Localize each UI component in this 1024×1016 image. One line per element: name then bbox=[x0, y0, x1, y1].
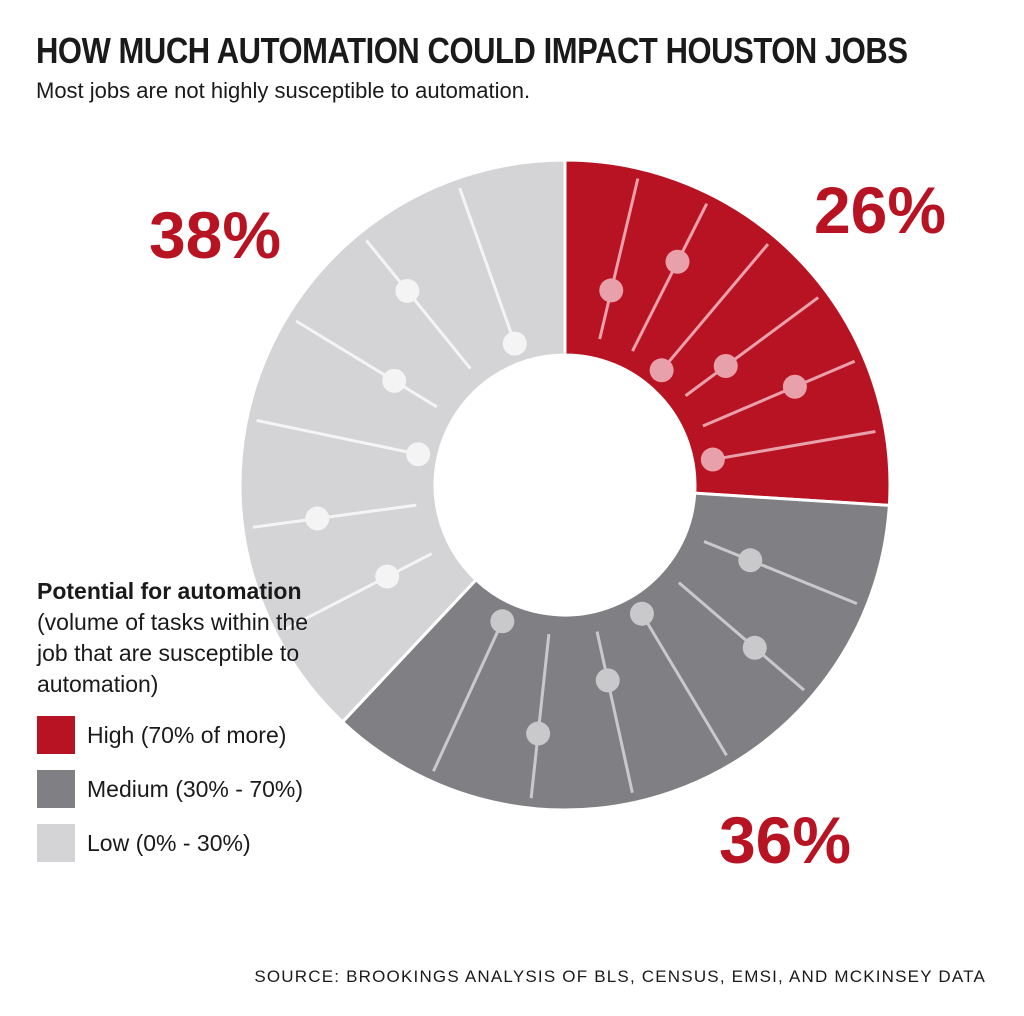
data-label-medium: 36% bbox=[719, 803, 851, 877]
data-label-low: 38% bbox=[149, 198, 281, 272]
legend-swatch-low bbox=[37, 824, 75, 862]
donut-slice-high bbox=[563, 158, 892, 507]
circuit-pattern-high bbox=[598, 178, 876, 472]
legend-item-low: Low (0% - 30%) bbox=[37, 824, 337, 862]
donut-slice-medium bbox=[340, 491, 891, 812]
legend: Potential for automation (volume of task… bbox=[37, 576, 337, 862]
legend-label-high: High (70% of more) bbox=[87, 721, 287, 748]
chart-subtitle: Most jobs are not highly susceptible to … bbox=[36, 78, 531, 103]
circuit-pattern-low bbox=[252, 187, 527, 631]
legend-item-high: High (70% of more) bbox=[37, 716, 337, 754]
legend-title: Potential for automation bbox=[37, 578, 302, 604]
legend-description: (volume of tasks within the job that are… bbox=[37, 609, 309, 697]
legend-label-low: Low (0% - 30%) bbox=[87, 829, 251, 856]
donut-slice-low bbox=[238, 158, 567, 725]
legend-swatch-high bbox=[37, 716, 75, 754]
data-label-high: 26% bbox=[814, 173, 946, 247]
circuit-pattern-medium bbox=[432, 540, 858, 799]
chart-title: HOW MUCH AUTOMATION COULD IMPACT HOUSTON… bbox=[36, 30, 908, 71]
source-note: SOURCE: BROOKINGS ANALYSIS OF BLS, CENSU… bbox=[254, 967, 986, 986]
legend-item-medium: Medium (30% - 70%) bbox=[37, 770, 337, 808]
legend-label-medium: Medium (30% - 70%) bbox=[87, 775, 304, 802]
legend-swatch-medium bbox=[37, 770, 75, 808]
